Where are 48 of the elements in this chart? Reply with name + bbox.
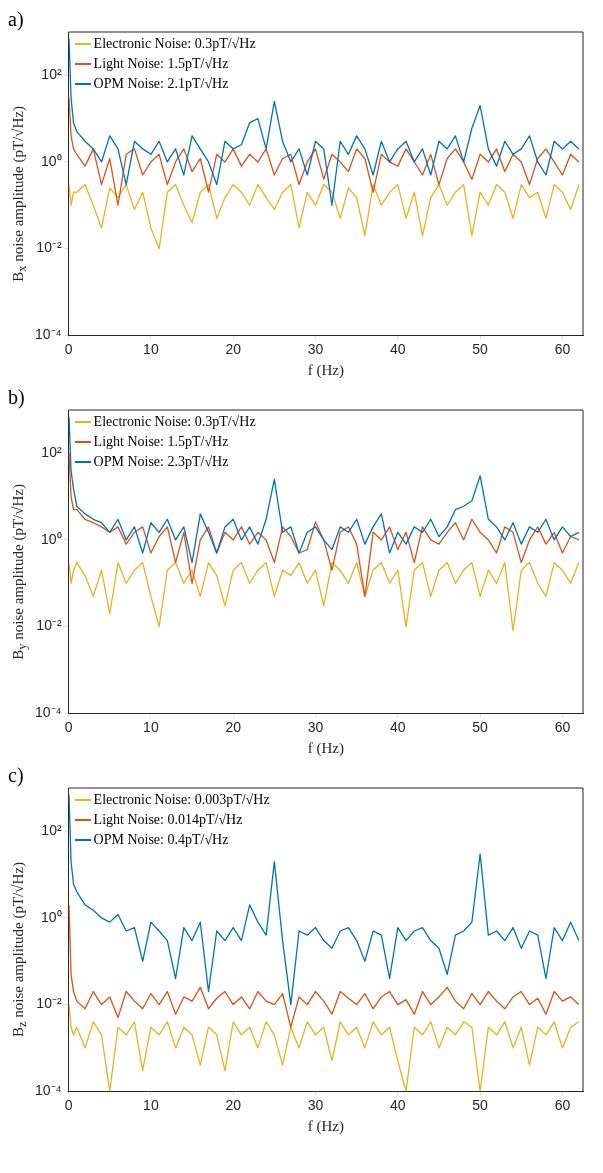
legend-label: OPM Noise: 2.3pT/√Hz xyxy=(93,453,229,471)
x-axis-title: f (Hz) xyxy=(307,739,344,757)
chart-title: b) xyxy=(8,386,25,409)
x-tick-label: 10 xyxy=(143,1097,159,1114)
x-tick-label: 50 xyxy=(472,1097,489,1114)
legend-label: Light Noise: 1.5pT/√Hz xyxy=(93,433,229,451)
legend-label: OPM Noise: 0.4pT/√Hz xyxy=(93,831,229,849)
y-tick-label: 10² xyxy=(41,822,62,839)
y-tick-label: 10⁻⁴ xyxy=(34,704,62,721)
x-tick-label: 0 xyxy=(64,341,73,358)
x-tick-label: 10 xyxy=(143,341,159,358)
y-tick-label: 10⁻² xyxy=(36,617,62,634)
legend-label: OPM Noise: 2.1pT/√Hz xyxy=(93,75,229,93)
x-tick-label: 30 xyxy=(307,1097,324,1114)
x-tick-label: 40 xyxy=(390,719,406,736)
x-tick-label: 40 xyxy=(390,341,406,358)
x-tick-label: 60 xyxy=(554,719,571,736)
y-tick-label: 10⁻² xyxy=(36,239,62,256)
x-tick-label: 10 xyxy=(143,719,159,736)
y-tick-label: 10⁰ xyxy=(41,530,62,547)
x-tick-label: 60 xyxy=(554,341,571,358)
y-tick-label: 10² xyxy=(41,444,62,461)
legend-label: Light Noise: 0.014pT/√Hz xyxy=(93,811,243,829)
legend-label: Electronic Noise: 0.3pT/√Hz xyxy=(93,35,256,53)
x-axis-title: f (Hz) xyxy=(307,361,344,379)
legend-label: Electronic Noise: 0.003pT/√Hz xyxy=(93,791,270,809)
chart-title: c) xyxy=(8,764,24,787)
x-tick-label: 30 xyxy=(307,719,324,736)
x-tick-label: 60 xyxy=(554,1097,571,1114)
y-tick-label: 10⁰ xyxy=(41,152,62,169)
x-tick-label: 40 xyxy=(390,1097,406,1114)
x-tick-label: 20 xyxy=(225,341,242,358)
y-tick-label: 10² xyxy=(41,66,62,83)
chart-title: a) xyxy=(8,8,24,31)
legend-label: Electronic Noise: 0.3pT/√Hz xyxy=(93,413,256,431)
x-tick-label: 0 xyxy=(64,1097,73,1114)
x-tick-label: 50 xyxy=(472,719,489,736)
y-tick-label: 10⁰ xyxy=(41,908,62,925)
x-tick-label: 50 xyxy=(472,341,489,358)
legend-label: Light Noise: 1.5pT/√Hz xyxy=(93,55,229,73)
y-tick-label: 10⁻⁴ xyxy=(34,1082,62,1099)
x-tick-label: 20 xyxy=(225,719,242,736)
y-tick-label: 10⁻² xyxy=(36,995,62,1012)
x-tick-label: 20 xyxy=(225,1097,242,1114)
x-tick-label: 0 xyxy=(64,719,73,736)
x-axis-title: f (Hz) xyxy=(307,1117,344,1135)
x-tick-label: 30 xyxy=(307,341,324,358)
y-tick-label: 10⁻⁴ xyxy=(34,326,62,343)
